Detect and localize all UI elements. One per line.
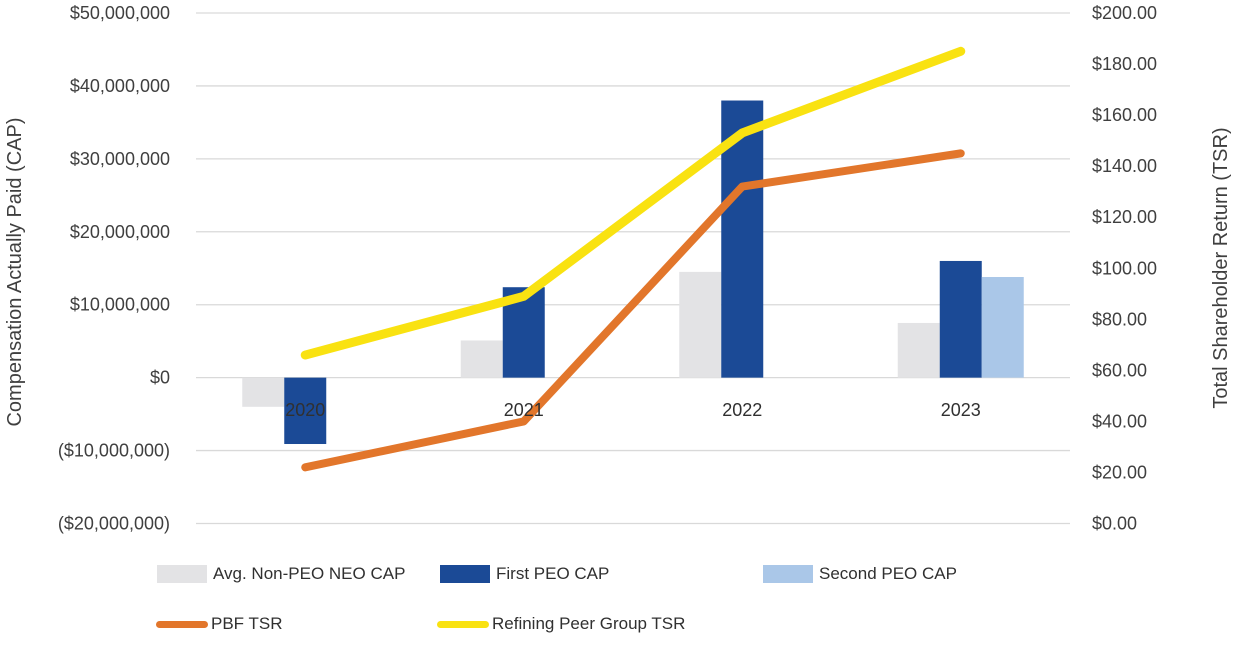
right-axis-tick-label: $60.00 [1092, 360, 1147, 380]
left-axis-tick-label: $0 [150, 368, 170, 388]
legend-label-avg-non-peo-neo-cap: Avg. Non-PEO NEO CAP [213, 564, 406, 583]
legend-swatch-avg-non-peo-neo-cap [157, 565, 207, 583]
left-axis-tick-label: $40,000,000 [70, 76, 170, 96]
left-axis-tick-label: ($10,000,000) [58, 441, 170, 461]
bar-second-peo-cap-2023 [981, 277, 1024, 378]
right-axis-tick-label: $40.00 [1092, 411, 1147, 431]
legend-label-refining-peer-group-tsr: Refining Peer Group TSR [492, 614, 686, 633]
legend-item-second-peo-cap: Second PEO CAP [763, 564, 957, 584]
legend-item-avg-non-peo-neo-cap: Avg. Non-PEO NEO CAP [157, 564, 405, 584]
x-axis-category-label: 2021 [504, 400, 544, 420]
line-pbf-tsr [301, 149, 965, 472]
legend-item-refining-peer-group-tsr: Refining Peer Group TSR [437, 614, 685, 634]
bar-avg-non-peo-neo-cap-2020 [242, 377, 285, 407]
right-axis-tick-label: $160.00 [1092, 105, 1157, 125]
bar-avg-non-peo-neo-cap-2023 [897, 322, 940, 378]
bar-first-peo-cap-2020 [284, 377, 327, 445]
right-axis-tick-label: $180.00 [1092, 54, 1157, 74]
legend-swatch-pbf-tsr [156, 620, 208, 628]
left-axis-tick-label: $50,000,000 [70, 3, 170, 23]
left-axis-tick-label: ($20,000,000) [58, 514, 170, 534]
bar-first-peo-cap-2023 [939, 260, 982, 378]
x-axis-category-label: 2022 [722, 400, 762, 420]
right-axis-tick-label: $0.00 [1092, 514, 1137, 534]
legend-item-pbf-tsr: PBF TSR [156, 614, 282, 634]
right-axis-tick-label: $20.00 [1092, 462, 1147, 482]
x-axis-category-label: 2020 [285, 400, 325, 420]
line-refining-peer-group-tsr [300, 46, 966, 360]
right-axis-tick-label: $120.00 [1092, 207, 1157, 227]
left-axis-tick-label: $30,000,000 [70, 149, 170, 169]
legend-label-pbf-tsr: PBF TSR [211, 614, 283, 633]
legend-swatch-first-peo-cap [440, 565, 490, 583]
right-axis-tick-label: $200.00 [1092, 3, 1157, 23]
bar-avg-non-peo-neo-cap-2021 [460, 340, 503, 378]
legend-label-first-peo-cap: First PEO CAP [496, 564, 610, 583]
legend-item-first-peo-cap: First PEO CAP [440, 564, 609, 584]
legend-swatch-refining-peer-group-tsr [437, 620, 489, 628]
left-axis-tick-label: $10,000,000 [70, 295, 170, 315]
legend-swatch-second-peo-cap [763, 565, 813, 583]
right-axis-tick-label: $80.00 [1092, 309, 1147, 329]
right-axis-tick-label: $100.00 [1092, 258, 1157, 278]
right-axis-tick-label: $140.00 [1092, 156, 1157, 176]
x-axis-category-label: 2023 [941, 400, 981, 420]
legend-label-second-peo-cap: Second PEO CAP [819, 564, 957, 583]
bar-avg-non-peo-neo-cap-2022 [679, 271, 722, 378]
left-axis-tick-label: $20,000,000 [70, 222, 170, 242]
